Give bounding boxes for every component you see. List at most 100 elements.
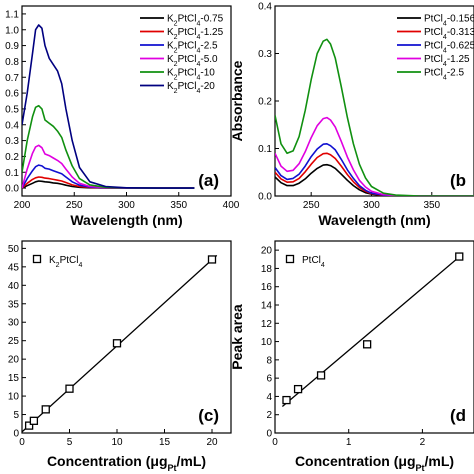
series-line [275, 152, 474, 196]
data-point [65, 384, 74, 393]
data-point [282, 395, 291, 405]
x-tick-label: 350 [170, 200, 187, 211]
x-tick-label: 0 [272, 437, 278, 448]
x-axis-title: Concentration (μgPt/mL) [47, 453, 206, 473]
legend-label: K2PtCl4-0.75 [167, 14, 224, 28]
plot-frame [274, 240, 474, 434]
y-tick-label: 0.8 [5, 57, 19, 68]
legend-label: PtCl4 [302, 255, 325, 269]
legend-label: K2PtCl4 [49, 255, 82, 269]
x-tick-label: 200 [14, 200, 31, 211]
plot-area [281, 253, 464, 407]
y-tick-label: 0.1 [258, 144, 272, 155]
x-tick-label: 1 [346, 437, 352, 448]
x-axis-title: Wavelength (nm) [318, 212, 430, 228]
y-axis-title: Peak area [229, 304, 245, 370]
x-tick-label: 250 [66, 200, 83, 211]
y-tick-label: 15 [8, 373, 20, 384]
x-tick-label: 2 [420, 437, 426, 448]
legend-label: PtCl4-0.313 [424, 27, 474, 41]
y-tick-label: 0.9 [5, 41, 19, 52]
x-tick-label: 400 [223, 200, 240, 211]
legend-label: K2PtCl4-1.25 [167, 27, 224, 41]
data-point [316, 371, 326, 380]
legend-label: PtCl4-0.156 [424, 14, 474, 28]
y-axis-title: Absorbance [229, 60, 245, 141]
x-axis-title: Wavelength (nm) [70, 212, 182, 228]
y-tick-label: 12 [261, 319, 273, 330]
data-point [24, 421, 34, 430]
y-tick-label: 10 [261, 337, 273, 348]
legend-label: K2PtCl4-5.0 [167, 54, 218, 68]
data-point [362, 340, 372, 349]
y-tick-label: 0.4 [258, 2, 272, 13]
x-tick-label: 250 [303, 200, 320, 211]
plot-area [275, 38, 474, 196]
y-tick-label: 10 [8, 392, 20, 403]
y-tick-label: 1.0 [5, 25, 19, 36]
y-tick-label: 25 [8, 336, 20, 347]
y-tick-label: 0 [266, 429, 272, 440]
y-tick-label: 0.3 [258, 49, 272, 60]
y-tick-label: 50 [8, 244, 20, 255]
y-tick-label: 20 [261, 246, 273, 257]
data-point [41, 405, 50, 414]
series-line [22, 104, 195, 189]
x-axis-title: Concentration (μgPt/mL) [295, 453, 454, 473]
plot-frame [21, 240, 232, 434]
legend-marker [32, 254, 42, 264]
x-tick-label: 10 [111, 437, 123, 448]
panel-label: (d [450, 406, 466, 425]
panel-b: 250 300 350 0.0 0.1 0.2 0.3 0.4 Wavelength (nm) A… [229, 2, 474, 228]
x-tick-label: 0 [19, 437, 25, 448]
legend-marker [285, 254, 295, 264]
y-tick-label: 0.1 [5, 168, 19, 179]
x-tick-label: 5 [67, 437, 73, 448]
y-tick-label: 4 [266, 392, 272, 403]
legend-label: K2PtCl4-20 [167, 81, 215, 95]
y-tick-label: 2 [266, 410, 272, 421]
data-point [112, 339, 122, 348]
panel-a: 200 250 300 350 400 0.0 0.1 0.2 0.3 0.4 0.5 0.6 0.7 0… [5, 5, 240, 228]
y-tick-label: 0.6 [5, 89, 19, 100]
y-tick-label: 45 [8, 262, 20, 273]
y-tick-label: 0.7 [5, 73, 19, 84]
panel-label: (a) [198, 171, 219, 190]
y-tick-label: 8 [266, 355, 272, 366]
y-tick-label: 0.3 [5, 136, 19, 147]
y-tick-label: 5 [13, 410, 19, 421]
y-tick-label: 6 [266, 374, 272, 385]
y-tick-label: 0.2 [258, 97, 272, 108]
y-tick-label: 0.5 [5, 104, 19, 115]
y-tick-label: 0.4 [5, 120, 19, 131]
x-tick-label: 300 [118, 200, 135, 211]
y-tick-label: 0.0 [258, 192, 272, 203]
y-tick-label: 14 [261, 301, 273, 312]
series-line [275, 38, 474, 196]
legend-label: PtCl4-1.25 [424, 54, 470, 68]
legend-label: K2PtCl4-10 [167, 68, 215, 82]
panel-label: (b [450, 171, 466, 190]
legend-label: K2PtCl4-2.5 [167, 41, 218, 55]
y-tick-label: 1.1 [5, 9, 19, 20]
y-tick-label: 0 [13, 429, 19, 440]
y-tick-label: 30 [8, 318, 20, 329]
x-tick-label: 15 [159, 437, 171, 448]
data-point [293, 384, 303, 394]
legend-label: PtCl4-0.625 [424, 41, 474, 55]
series-line [275, 116, 474, 196]
series-line [22, 164, 195, 189]
x-tick-label: 350 [423, 200, 440, 211]
panel-c: 0 5 10 15 20 0 5 10 15 20 25 30 35 40 45 50 (c) [8, 240, 232, 448]
y-tick-label: 35 [8, 299, 20, 310]
y-tick-label: 16 [261, 282, 273, 293]
y-tick-label: 0.2 [5, 152, 19, 163]
y-tick-label: 40 [8, 281, 20, 292]
plot-area [22, 24, 195, 189]
data-point [29, 416, 39, 425]
legend-label: PtCl4-2.5 [424, 68, 464, 82]
fit-line [281, 253, 464, 407]
y-tick-label: 0.0 [5, 184, 19, 195]
